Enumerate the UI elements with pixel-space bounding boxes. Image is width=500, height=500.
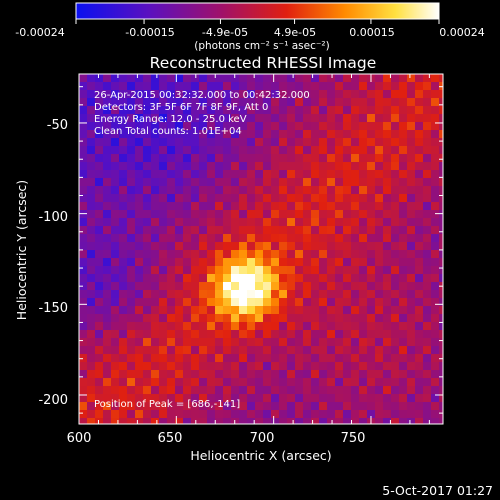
rhessi-image — [79, 74, 443, 424]
y-tick-label: -100 — [38, 210, 68, 225]
colorbar-tick-label: 0.00015 — [349, 26, 395, 39]
colorbar-tick-label: -0.00024 — [15, 26, 64, 39]
colorbar-tick-label: -0.00015 — [125, 26, 174, 39]
y-axis-label: Heliocentric Y (arcsec) — [14, 180, 29, 320]
info-detectors: Detectors: 3F 5F 6F 7F 8F 9F, Att 0 — [94, 102, 268, 113]
info-clean-counts: Clean Total counts: 1.01E+04 — [94, 126, 242, 137]
y-tick-label: -150 — [38, 301, 68, 316]
colorbar-tick-label: 0.00024 — [439, 26, 485, 39]
info-time-range: 26-Apr-2015 00:32:32.000 to 00:42:32.000 — [94, 90, 310, 101]
peak-position-label: Position of Peak = [686,-141] — [94, 399, 240, 410]
footer-timestamp: 5-Oct-2017 01:27 — [382, 483, 493, 498]
colorbar-tick-label: 4.9e-05 — [274, 26, 316, 39]
y-tick-label: -200 — [38, 393, 68, 408]
x-axis-label: Heliocentric X (arcsec) — [190, 448, 331, 463]
x-tick-label: 700 — [250, 431, 275, 446]
plot-title: Reconstructed RHESSI Image — [150, 54, 377, 72]
colorbar: -0.00024 -0.00015 -4.9e-05 4.9e-05 0.000… — [15, 2, 485, 52]
image-info: 26-Apr-2015 00:32:32.000 to 00:42:32.000… — [94, 90, 310, 410]
axis-ticks — [78, 74, 443, 424]
x-tick-label: 750 — [341, 431, 366, 446]
colorbar-gradient — [75, 2, 440, 20]
x-tick-label: 650 — [158, 431, 183, 446]
colorbar-ticks — [75, 19, 440, 24]
colorbar-units: (photons cm⁻² s⁻¹ asec⁻²) — [194, 40, 329, 52]
plot-frame — [78, 73, 444, 425]
y-tick-label: -50 — [47, 118, 68, 133]
colorbar-tick-label: -4.9e-05 — [202, 26, 248, 39]
x-tick-label: 600 — [67, 431, 92, 446]
info-energy-range: Energy Range: 12.0 - 25.0 keV — [94, 114, 247, 125]
